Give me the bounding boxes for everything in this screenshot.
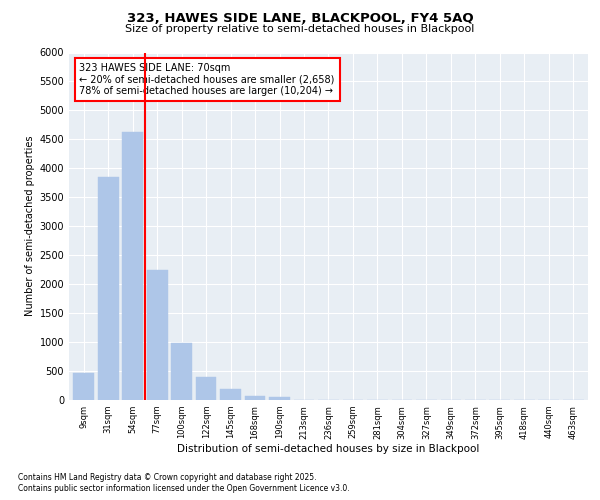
Text: 323, HAWES SIDE LANE, BLACKPOOL, FY4 5AQ: 323, HAWES SIDE LANE, BLACKPOOL, FY4 5AQ xyxy=(127,12,473,26)
Bar xyxy=(171,343,192,400)
Text: Size of property relative to semi-detached houses in Blackpool: Size of property relative to semi-detach… xyxy=(125,24,475,34)
Bar xyxy=(147,270,167,400)
Text: Contains public sector information licensed under the Open Government Licence v3: Contains public sector information licen… xyxy=(18,484,350,493)
Bar xyxy=(269,397,290,400)
Bar xyxy=(245,396,265,400)
Bar xyxy=(196,378,217,400)
Bar xyxy=(220,390,241,400)
Y-axis label: Number of semi-detached properties: Number of semi-detached properties xyxy=(25,136,35,316)
Text: 323 HAWES SIDE LANE: 70sqm
← 20% of semi-detached houses are smaller (2,658)
78%: 323 HAWES SIDE LANE: 70sqm ← 20% of semi… xyxy=(79,63,335,96)
Bar xyxy=(122,132,143,400)
X-axis label: Distribution of semi-detached houses by size in Blackpool: Distribution of semi-detached houses by … xyxy=(178,444,479,454)
Text: Contains HM Land Registry data © Crown copyright and database right 2025.: Contains HM Land Registry data © Crown c… xyxy=(18,472,317,482)
Bar xyxy=(98,177,119,400)
Bar xyxy=(73,374,94,400)
